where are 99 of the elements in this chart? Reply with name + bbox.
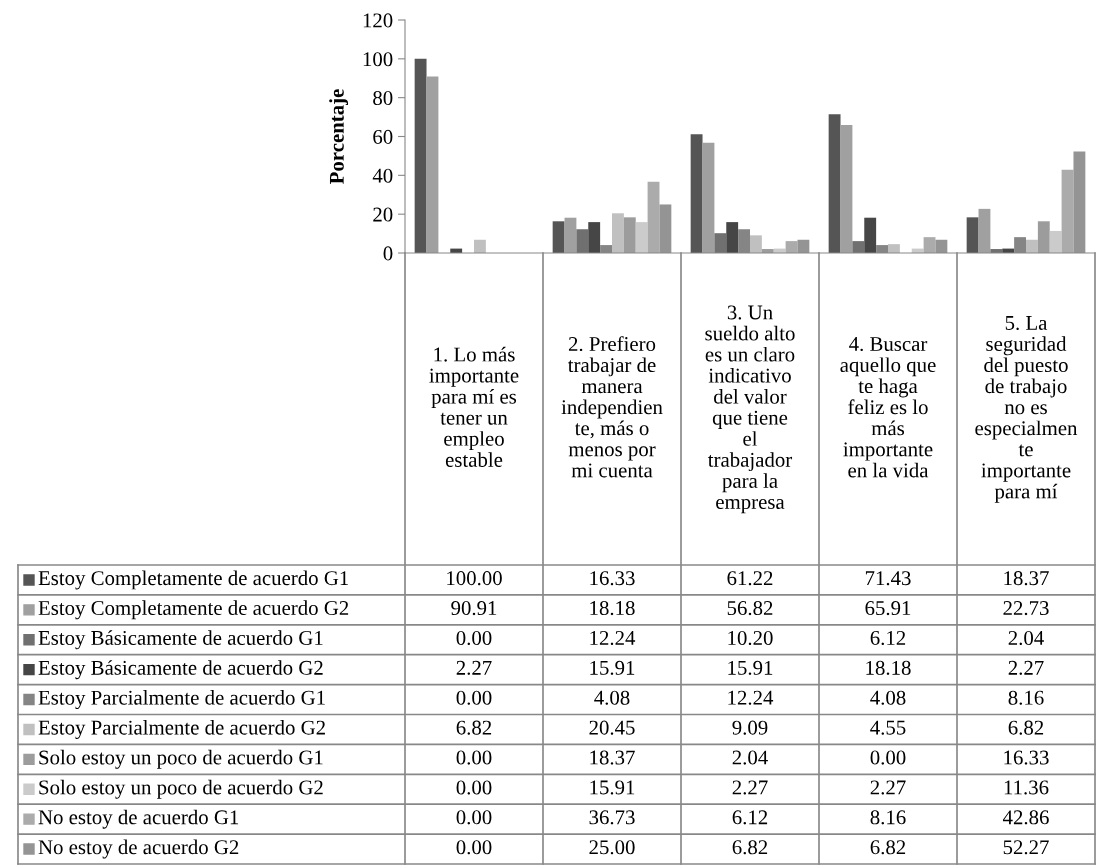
data-label: 18.18 xyxy=(866,660,911,675)
data-label: 2.27 xyxy=(1008,660,1044,675)
data-label: 8.16 xyxy=(1008,690,1044,705)
data-label: 15.91 xyxy=(590,780,635,795)
data-label: 10.20 xyxy=(728,630,773,646)
data-label: 6.82 xyxy=(732,840,768,855)
x-tick-label: 2. Prefiero trabajar de manera independiente, más o menos por mi cuenta xyxy=(561,336,663,478)
data-label: 4.55 xyxy=(870,720,906,735)
data-label: 36.73 xyxy=(589,810,635,825)
data-label: 18.18 xyxy=(590,601,635,616)
data-label: 16.33 xyxy=(1004,750,1049,765)
data-label: 0.00 xyxy=(456,840,492,855)
data-label: 0.00 xyxy=(456,750,492,765)
bar xyxy=(588,222,601,253)
bar xyxy=(828,114,841,253)
bar xyxy=(635,222,648,253)
bar xyxy=(414,58,427,253)
bar xyxy=(852,241,865,253)
bar xyxy=(1026,239,1038,253)
data-label: 15.91 xyxy=(590,660,635,675)
data-label: 6.12 xyxy=(870,630,906,646)
data-label: 0.00 xyxy=(456,780,492,795)
bar xyxy=(966,217,979,253)
data-label: 15.91 xyxy=(728,660,773,675)
data-label: 2.27 xyxy=(732,780,768,795)
data-label: 2.04 xyxy=(732,750,768,765)
data-label: 9.09 xyxy=(732,720,768,735)
data-label: 22.73 xyxy=(1003,601,1049,616)
legend-label: Estoy Básicamente de acuerdo G2 xyxy=(38,660,323,680)
y-axis-title: Porcentaje xyxy=(329,89,349,184)
data-label: 42.86 xyxy=(1002,810,1049,825)
legend-label: Solo estoy un poco de acuerdo G1 xyxy=(39,749,323,769)
bar xyxy=(726,222,739,253)
legend-label: No estoy de acuerdo G2 xyxy=(38,839,239,859)
bar xyxy=(888,244,900,253)
data-label: 18.37 xyxy=(590,750,635,765)
y-tick-label: 120 xyxy=(363,13,393,28)
y-tick-label: 20 xyxy=(373,207,393,222)
bar xyxy=(612,213,624,253)
data-label: 0.00 xyxy=(870,750,906,765)
data-label: 0.00 xyxy=(456,630,492,646)
data-label: 0.00 xyxy=(456,810,492,825)
bar xyxy=(864,217,877,253)
data-label: 18.37 xyxy=(1004,571,1049,586)
legend-label: Estoy Completamente de acuerdo G2 xyxy=(38,600,349,620)
x-tick-label: 4. Buscar aquello que te haga feliz es lo más importante en la vida xyxy=(840,337,936,478)
data-label: 71.43 xyxy=(865,571,911,586)
data-label: 8.16 xyxy=(870,810,906,825)
bar xyxy=(690,134,703,253)
data-label: 11.36 xyxy=(1004,780,1049,795)
data-label: 12.24 xyxy=(728,690,774,705)
data-label: 65.91 xyxy=(865,601,911,616)
data-label: 2.27 xyxy=(870,780,906,795)
bar xyxy=(1049,230,1062,253)
data-label: 100.00 xyxy=(447,571,502,586)
data-label: 6.82 xyxy=(456,720,492,735)
legend-label: Estoy Parcialmente de acuerdo G2 xyxy=(38,719,325,739)
bar xyxy=(714,233,727,253)
bar xyxy=(474,239,486,253)
data-label: 6.82 xyxy=(870,840,906,855)
bar xyxy=(576,229,589,253)
data-label: 12.24 xyxy=(590,630,636,646)
data-label: 16.33 xyxy=(590,571,635,586)
y-tick-label: 80 xyxy=(373,91,393,106)
data-label: 4.08 xyxy=(594,690,630,705)
category-label: 3. Un sueldo alto es un claro indicativo del valor que tiene el trabajador para la empresa xyxy=(705,305,795,514)
data-label: 6.82 xyxy=(1008,720,1044,735)
data-label: 0.00 xyxy=(456,690,492,705)
bar xyxy=(552,221,565,253)
bar xyxy=(1061,169,1074,253)
data-label: 90.91 xyxy=(451,601,497,616)
bar xyxy=(1037,221,1050,253)
y-tick-label: 60 xyxy=(373,129,393,144)
data-label: 61.22 xyxy=(727,571,773,586)
data-label: 20.45 xyxy=(589,720,635,735)
data-label: 2.27 xyxy=(456,660,492,675)
bar xyxy=(840,125,853,253)
data-label: 25.00 xyxy=(589,840,635,855)
legend-label: Estoy Básicamente de acuerdo G1 xyxy=(38,630,323,650)
data-label: 6.12 xyxy=(732,810,768,825)
data-label: 52.27 xyxy=(1003,840,1049,855)
data-label: 56.82 xyxy=(727,601,773,616)
bar xyxy=(702,142,715,253)
legend-label: No estoy de acuerdo G1 xyxy=(38,809,239,829)
y-tick-label: 100 xyxy=(363,52,393,67)
bar xyxy=(978,208,991,253)
y-tick-label: 0 xyxy=(383,246,393,261)
x-tick-label: 1. Lo más importante para mí es tener un empleo estable xyxy=(429,346,519,467)
category-label: 5. La seguridad del puesto de trabajo no es especialmente importante para mí xyxy=(975,316,1078,503)
data-label: 2.04 xyxy=(1008,630,1044,646)
y-tick-label: 40 xyxy=(372,168,393,183)
bar xyxy=(426,76,439,253)
bar xyxy=(750,235,762,253)
legend-label: Estoy Completamente de acuerdo G1 xyxy=(38,570,348,590)
legend-label: Solo estoy un poco de acuerdo G2 xyxy=(39,779,323,799)
bar xyxy=(623,217,636,253)
legend-label: Estoy Parcialmente de acuerdo G1 xyxy=(38,690,325,710)
data-label: 4.08 xyxy=(870,690,906,705)
bar xyxy=(647,181,660,253)
